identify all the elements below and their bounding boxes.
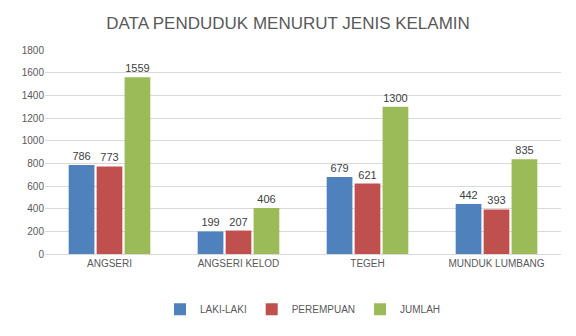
svg-text:PEREMPUAN: PEREMPUAN (292, 304, 355, 315)
svg-text:442: 442 (459, 189, 477, 201)
svg-text:1400: 1400 (22, 90, 45, 101)
svg-text:1800: 1800 (22, 45, 45, 56)
svg-text:786: 786 (72, 150, 90, 162)
svg-text:1559: 1559 (125, 62, 149, 74)
svg-text:ANGSERI KELOD: ANGSERI KELOD (198, 258, 280, 269)
svg-text:0: 0 (38, 249, 44, 260)
svg-text:800: 800 (27, 158, 44, 169)
svg-text:621: 621 (358, 169, 376, 181)
svg-text:835: 835 (515, 144, 533, 156)
svg-text:1300: 1300 (383, 92, 407, 104)
svg-text:200: 200 (27, 226, 44, 237)
svg-text:DATA PENDUDUK MENURUT JENIS KE: DATA PENDUDUK MENURUT JENIS KELAMIN (106, 14, 470, 33)
svg-text:199: 199 (201, 216, 219, 228)
svg-text:207: 207 (229, 216, 247, 228)
svg-text:JUMLAH: JUMLAH (400, 304, 440, 315)
svg-text:773: 773 (100, 151, 118, 163)
svg-text:ANGSERI: ANGSERI (87, 258, 132, 269)
svg-text:600: 600 (27, 181, 44, 192)
svg-text:1000: 1000 (22, 135, 45, 146)
svg-text:LAKI-LAKI: LAKI-LAKI (200, 304, 247, 315)
svg-text:393: 393 (487, 194, 505, 206)
svg-text:MUNDUK LUMBANG: MUNDUK LUMBANG (448, 258, 544, 269)
svg-text:1600: 1600 (22, 67, 45, 78)
svg-text:TEGEH: TEGEH (350, 258, 384, 269)
svg-text:679: 679 (330, 162, 348, 174)
svg-text:406: 406 (257, 193, 275, 205)
svg-text:400: 400 (27, 203, 44, 214)
svg-text:1200: 1200 (22, 113, 45, 124)
